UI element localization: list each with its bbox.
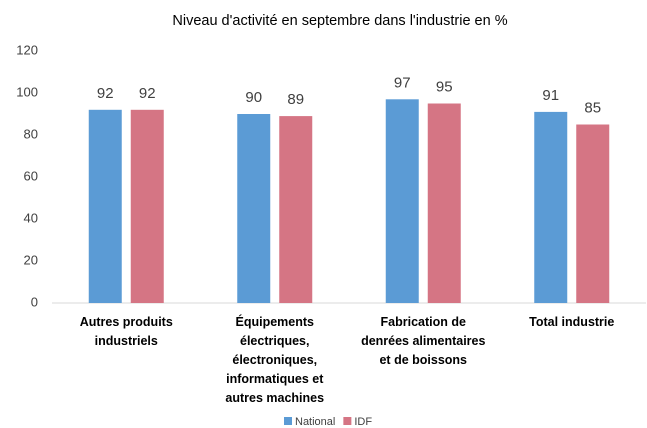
bar — [385, 99, 419, 303]
bar — [130, 109, 164, 303]
x-tick-label: Fabrication de denrées alimentaires et d… — [361, 315, 486, 367]
bar — [279, 116, 313, 303]
y-tick-label: 60 — [24, 168, 38, 183]
x-tick-label: Autres produits industriels — [79, 315, 173, 348]
bar — [237, 114, 271, 303]
value-label: 85 — [584, 99, 601, 116]
bar — [427, 103, 461, 303]
legend-swatch — [343, 417, 352, 425]
y-tick-label: 40 — [24, 210, 38, 225]
value-label: 92 — [97, 85, 114, 102]
bar — [88, 109, 122, 303]
y-tick-label: 20 — [24, 252, 38, 267]
value-label: 97 — [394, 74, 411, 91]
value-label: 95 — [436, 78, 453, 95]
y-tick-label: 0 — [31, 294, 38, 309]
value-label: 92 — [139, 85, 156, 102]
value-label: 89 — [287, 91, 304, 108]
chart-title: Niveau d'activité en septembre dans l'in… — [172, 13, 507, 29]
y-tick-label: 80 — [24, 126, 38, 141]
value-label: 91 — [542, 87, 559, 104]
legend-label: IDF — [354, 416, 372, 428]
bar — [576, 124, 610, 303]
x-tick-label: Équipements électriques, électroniques, … — [225, 315, 325, 405]
x-tick-label: Total industrie — [529, 315, 615, 329]
legend-swatch — [284, 417, 292, 425]
bar — [534, 111, 568, 304]
value-label: 90 — [245, 89, 262, 106]
legend-label: National — [295, 416, 335, 428]
y-tick-label: 120 — [16, 42, 38, 57]
y-tick-label: 100 — [16, 84, 38, 99]
